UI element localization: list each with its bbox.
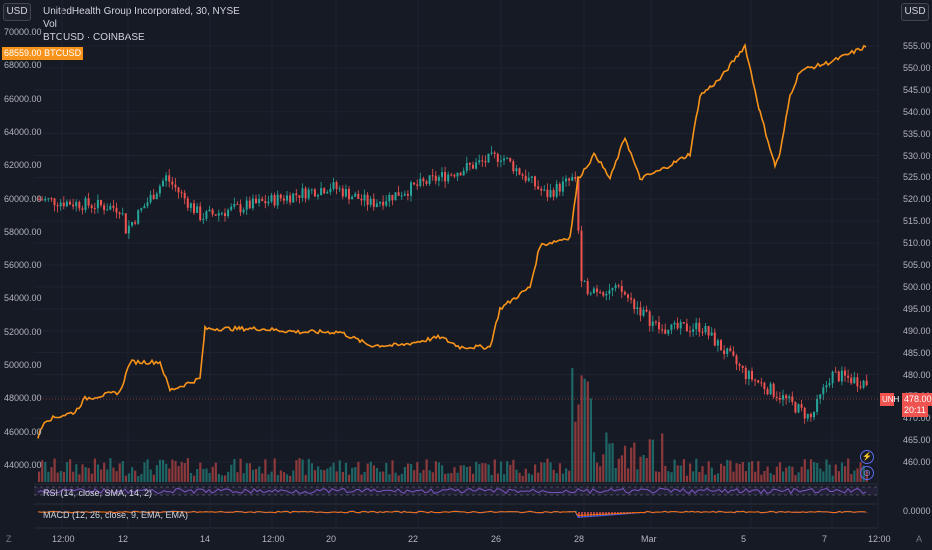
right-axis-label: 515.00 bbox=[903, 216, 931, 227]
time-axis-label: 5 bbox=[741, 534, 747, 544]
right-axis-label: 555.00 bbox=[903, 41, 931, 51]
left-axis-label: 52000.00 bbox=[4, 326, 42, 337]
unh-symbol-tag: UNH bbox=[880, 393, 900, 406]
unh-price-tag: 478.00 bbox=[902, 393, 932, 406]
left-axis-label: 58000.00 bbox=[4, 226, 42, 237]
left-axis-label: 44000.00 bbox=[4, 459, 42, 470]
left-axis-label: 66000.00 bbox=[4, 93, 42, 104]
right-axis-label: 510.00 bbox=[903, 238, 931, 249]
main-symbol-legend[interactable]: UnitedHealth Group Incorporated, 30, NYS… bbox=[43, 6, 240, 17]
lightning-icon[interactable]: ⚡ bbox=[860, 450, 874, 464]
right-axis-label: 550.00 bbox=[903, 62, 931, 73]
time-axis-label: 22 bbox=[408, 534, 419, 544]
time-axis-label: 28 bbox=[574, 534, 585, 544]
time-axis-label: 12:00 bbox=[262, 534, 285, 544]
right-axis-label: 480.00 bbox=[903, 369, 931, 380]
right-axis-label: 525.00 bbox=[903, 172, 931, 183]
left-currency-button[interactable]: USD bbox=[3, 3, 31, 21]
btcusd-symbol-label: BTCUSD bbox=[44, 48, 82, 58]
right-axis-label: 535.00 bbox=[903, 128, 931, 139]
time-axis-label: 20 bbox=[326, 534, 337, 544]
macd-axis-zero: 0.0000 bbox=[903, 506, 931, 516]
right-axis-label: 495.00 bbox=[903, 303, 931, 314]
right-axis-label: 490.00 bbox=[903, 325, 931, 336]
time-axis-label: 12:00 bbox=[52, 534, 75, 544]
right-axis-label: 530.00 bbox=[903, 150, 931, 161]
right-axis-label: 545.00 bbox=[903, 84, 931, 95]
left-axis-label: 56000.00 bbox=[4, 260, 42, 271]
right-axis-label: 485.00 bbox=[903, 347, 931, 358]
candlesticks bbox=[38, 146, 868, 424]
macd-signal-line bbox=[37, 510, 867, 517]
rsi-legend[interactable]: RSI (14, close, SMA, 14, 2) bbox=[43, 488, 153, 498]
clock-icon[interactable]: ◷ bbox=[860, 466, 874, 480]
right-axis-label: 520.00 bbox=[903, 194, 931, 205]
rsi-band bbox=[34, 487, 878, 495]
btcusd-price-value: 68559.00 bbox=[4, 48, 42, 58]
btcusd-compare-line bbox=[37, 43, 867, 439]
right-axis-label: 505.00 bbox=[903, 260, 931, 270]
right-axis-label: 465.00 bbox=[903, 435, 931, 446]
volume-bars bbox=[38, 368, 868, 482]
btcusd-price-tag: 68559.00 BTCUSD bbox=[2, 47, 84, 60]
volume-legend[interactable]: Vol bbox=[43, 19, 57, 30]
time-axis-label: 7 bbox=[822, 534, 828, 544]
compare-symbol-legend[interactable]: BTCUSD · COINBASE bbox=[43, 32, 145, 43]
right-axis-label: 470.00 bbox=[903, 413, 931, 424]
right-axis-label: 460.00 bbox=[903, 457, 931, 468]
left-axis-label: 68000.00 bbox=[4, 60, 42, 71]
left-axis-label: 48000.00 bbox=[4, 393, 42, 404]
left-axis-label: 46000.00 bbox=[4, 426, 42, 437]
chart-grid bbox=[34, 0, 879, 528]
bar-countdown-tag: 20:11 bbox=[902, 404, 928, 417]
auto-scale-button[interactable]: A bbox=[916, 534, 923, 544]
time-axis-label: 12:00 bbox=[868, 534, 891, 544]
left-axis-label: 62000.00 bbox=[4, 160, 42, 171]
time-axis-label: 26 bbox=[491, 534, 502, 544]
left-axis-label: 50000.00 bbox=[4, 360, 42, 370]
right-axis-label: 540.00 bbox=[903, 106, 931, 117]
macd-legend[interactable]: MACD (12, 26, close, 9, EMA, EMA) bbox=[43, 510, 189, 520]
time-axis-label: Mar bbox=[641, 534, 657, 544]
time-axis-label: 14 bbox=[200, 534, 211, 544]
left-axis-label: 60000.00 bbox=[4, 193, 42, 204]
right-axis-label: 500.00 bbox=[903, 281, 931, 292]
left-axis-label: 54000.00 bbox=[4, 293, 42, 304]
right-currency-button[interactable]: USD bbox=[901, 3, 929, 21]
time-axis-label: 12 bbox=[118, 534, 129, 544]
timezone-corner-button[interactable]: Z bbox=[6, 534, 12, 544]
left-axis-label: 70000.00 bbox=[4, 27, 42, 37]
left-axis-label: 64000.00 bbox=[4, 126, 42, 137]
rsi-line bbox=[37, 487, 867, 495]
